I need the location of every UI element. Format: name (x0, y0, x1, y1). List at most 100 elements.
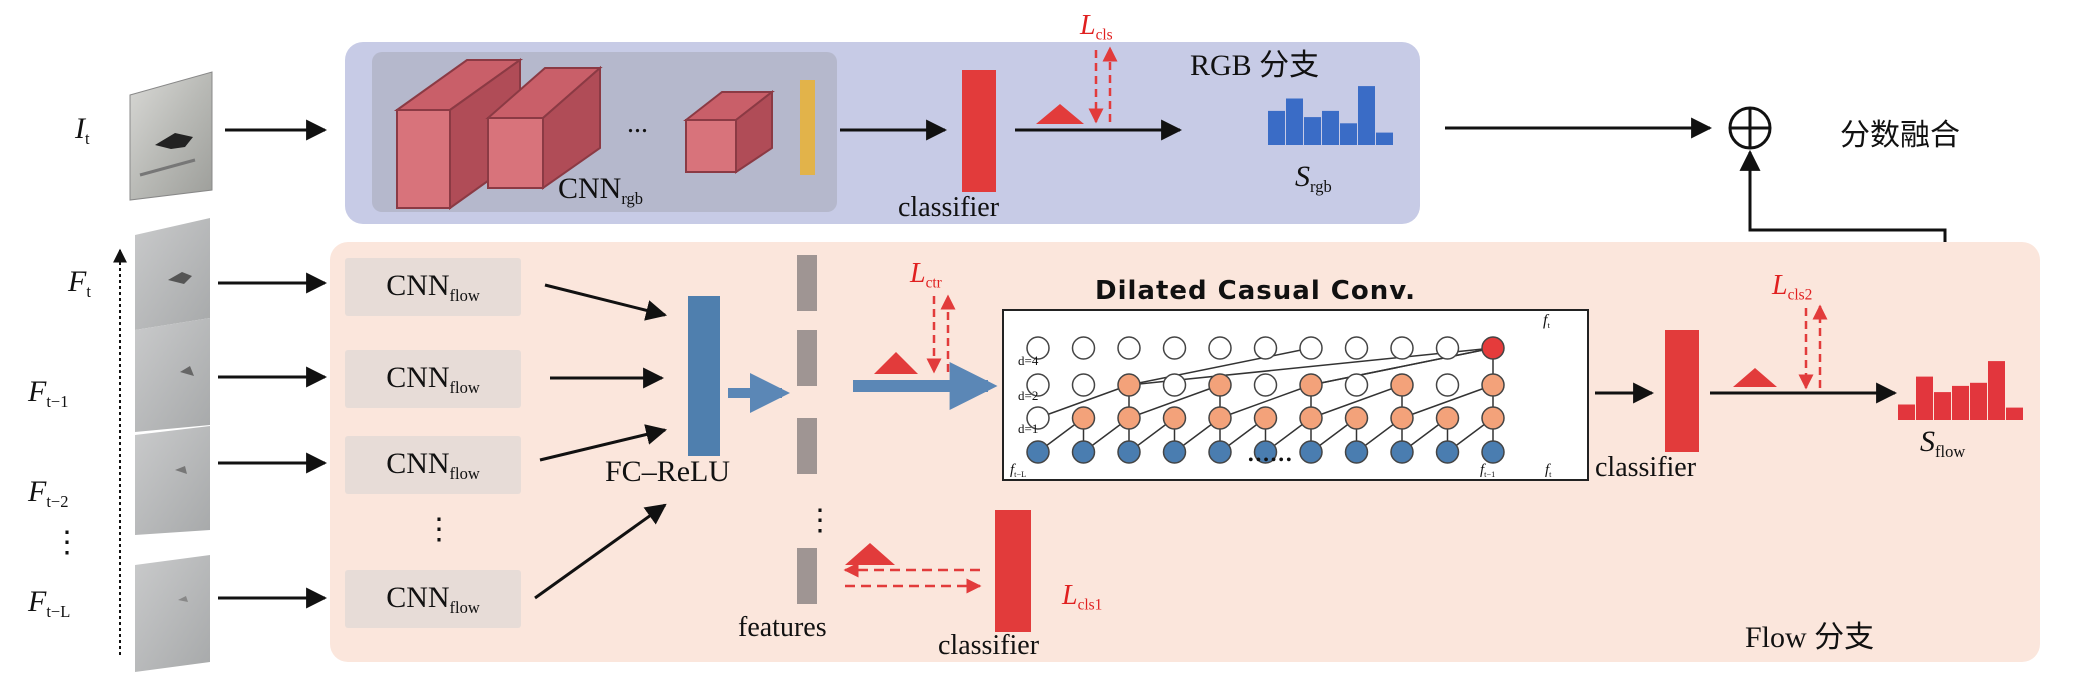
flow-score-bar-3 (1934, 392, 1951, 420)
rgb-input-label: It (75, 112, 90, 149)
frame-t-1-label-sub: t−1 (46, 391, 69, 411)
conv-edge-27 (1310, 384, 1403, 419)
rgb-loss-label-main: L (1080, 10, 1096, 41)
cnn-flow-1-sub: flow (449, 285, 480, 305)
cnn-vdots: ⋮ (424, 513, 454, 546)
rgb-score-bar-5 (1340, 123, 1357, 145)
conv-edge-25 (1219, 384, 1312, 419)
conv-node-r3-c7 (1344, 336, 1369, 360)
cnn-rgb-blocks (393, 58, 775, 210)
rgb-loss-label: Lcls (1080, 10, 1113, 44)
ctr-loss-label: Lctr (910, 258, 942, 292)
fusion-plus-icon (1728, 106, 1772, 150)
conv-node-r0-c3 (1162, 440, 1187, 464)
flow-score-label-sub: flow (1935, 441, 1966, 461)
fc-relu-bar (688, 296, 720, 456)
conv-node-r2-c3 (1162, 373, 1187, 397)
conv-node-r2-c4 (1208, 373, 1232, 397)
rgb-score-label: Srgb (1295, 160, 1332, 197)
conv-output-label: ft (1543, 312, 1550, 330)
cls1-loss-label-sub: cls1 (1077, 596, 1103, 614)
conv-node-r2-c7 (1344, 373, 1369, 397)
flow-score-bar-6 (1988, 361, 2005, 420)
rgb-input-frame (129, 71, 213, 201)
conv-input-prev-sub: t−1 (1484, 469, 1496, 479)
dilation-label-4: d=4 (1018, 353, 1039, 368)
rgb-score-bar-2 (1286, 98, 1303, 145)
cnn1-to-fc-arrow (544, 283, 668, 321)
frame-t-2-label-sub: t−2 (46, 491, 69, 511)
conv-node-r1-c9 (1435, 406, 1460, 430)
frame-t-2-label-main: F (28, 475, 47, 508)
cnn-flow-2-label: CNN (386, 360, 450, 394)
rgb-classifier-bar (962, 70, 996, 192)
flow-score-histogram (1898, 361, 2023, 420)
conv-node-r3-c8 (1390, 336, 1414, 360)
cnn-flow-1-label: CNN (386, 268, 450, 302)
cnn-flow-4-sub: flow (449, 597, 480, 617)
conv-node-r0-c6 (1299, 440, 1323, 464)
conv-node-r2-c0 (1026, 373, 1050, 397)
dilation-label-1: d=1 (1018, 421, 1039, 436)
frame-t-label-main: F (68, 265, 87, 298)
rgb-score-histogram (1268, 86, 1393, 145)
conv-node-r1-c1 (1071, 406, 1096, 430)
frame-t-1-label-main: F (28, 375, 47, 408)
conv-node-r0-c1 (1071, 440, 1096, 464)
cnn-rgb-label: CNNrgb (558, 172, 643, 209)
conv-node-r1-c5 (1253, 406, 1278, 430)
conv-node-r2-c8 (1390, 373, 1414, 397)
flow-frame-t-L (135, 555, 210, 672)
cnn-flow-2-sub: flow (449, 377, 480, 397)
rgb-input-label-sub: t (85, 128, 90, 148)
conv-node-r1-c8 (1390, 406, 1414, 430)
conv-node-r3-c5 (1253, 336, 1278, 360)
conv-node-r1-c0 (1026, 406, 1050, 430)
ctr-loss-triangle (874, 352, 918, 374)
feature-bar-3 (797, 418, 817, 474)
frame-t-label: Ft (68, 265, 91, 302)
conv-node-r3-c6 (1299, 336, 1323, 360)
conv-node-r0-c8 (1390, 440, 1414, 464)
cnn-flow-4-label: CNN (386, 580, 450, 614)
frame-t-1-label: Ft−1 (28, 375, 68, 412)
rgb-score-label-main: S (1295, 160, 1310, 193)
conv-node-r0-c7 (1344, 440, 1369, 464)
conv-node-r2-c1 (1071, 373, 1096, 397)
conv-input-prev-main: f (1480, 462, 1485, 478)
dilation-label-2: d=2 (1018, 388, 1039, 403)
rgb-input-label-main: I (75, 112, 85, 145)
conv-node-r2-c9 (1435, 373, 1460, 397)
rgb-score-bar-4 (1322, 110, 1339, 145)
cnn-flow-box-3: CNNflow (345, 436, 521, 494)
fc-relu-label: FC–ReLU (605, 455, 731, 488)
rgb-score-label-sub: rgb (1310, 176, 1332, 196)
conv-node-r1-c4 (1208, 406, 1232, 430)
conv-node-r3-c10 (1481, 336, 1505, 360)
frame-vdots: ⋮ (52, 526, 82, 559)
cls2-loss-label-main: L (1772, 270, 1788, 301)
frame-t-label-sub: t (86, 281, 91, 301)
frame-t-2-label: Ft−2 (28, 475, 68, 512)
cls2-loss-label-sub: cls2 (1787, 286, 1813, 304)
conv-node-r2-c6 (1299, 373, 1323, 397)
conv-node-r0-c10 (1481, 440, 1505, 464)
conv-input-first-main: f (1010, 462, 1015, 478)
dilated-conv-network (1026, 336, 1505, 464)
conv-node-r0-c4 (1208, 440, 1232, 464)
rgb-score-bar-6 (1358, 86, 1375, 145)
flow-classifier-label: classifier (1595, 452, 1697, 483)
conv-edge-29 (1401, 384, 1494, 419)
cnn-flow-box-4: CNNflow (345, 570, 521, 628)
flow-score-bar-5 (1970, 382, 1987, 420)
ctr-loss-label-sub: ctr (925, 274, 942, 292)
features-label: features (738, 612, 827, 643)
features-vdots: ⋮ (805, 504, 835, 537)
conv-node-r2-c5 (1253, 373, 1278, 397)
rgb-classifier-label: classifier (898, 192, 1000, 223)
cls2-loss-triangle (1733, 368, 1777, 387)
rgb-score-bar-3 (1304, 117, 1321, 145)
flow-classifier-bar (1665, 330, 1699, 452)
conv-output-label-main: f (1543, 312, 1548, 329)
cnn3-to-fc-arrow (539, 424, 668, 462)
